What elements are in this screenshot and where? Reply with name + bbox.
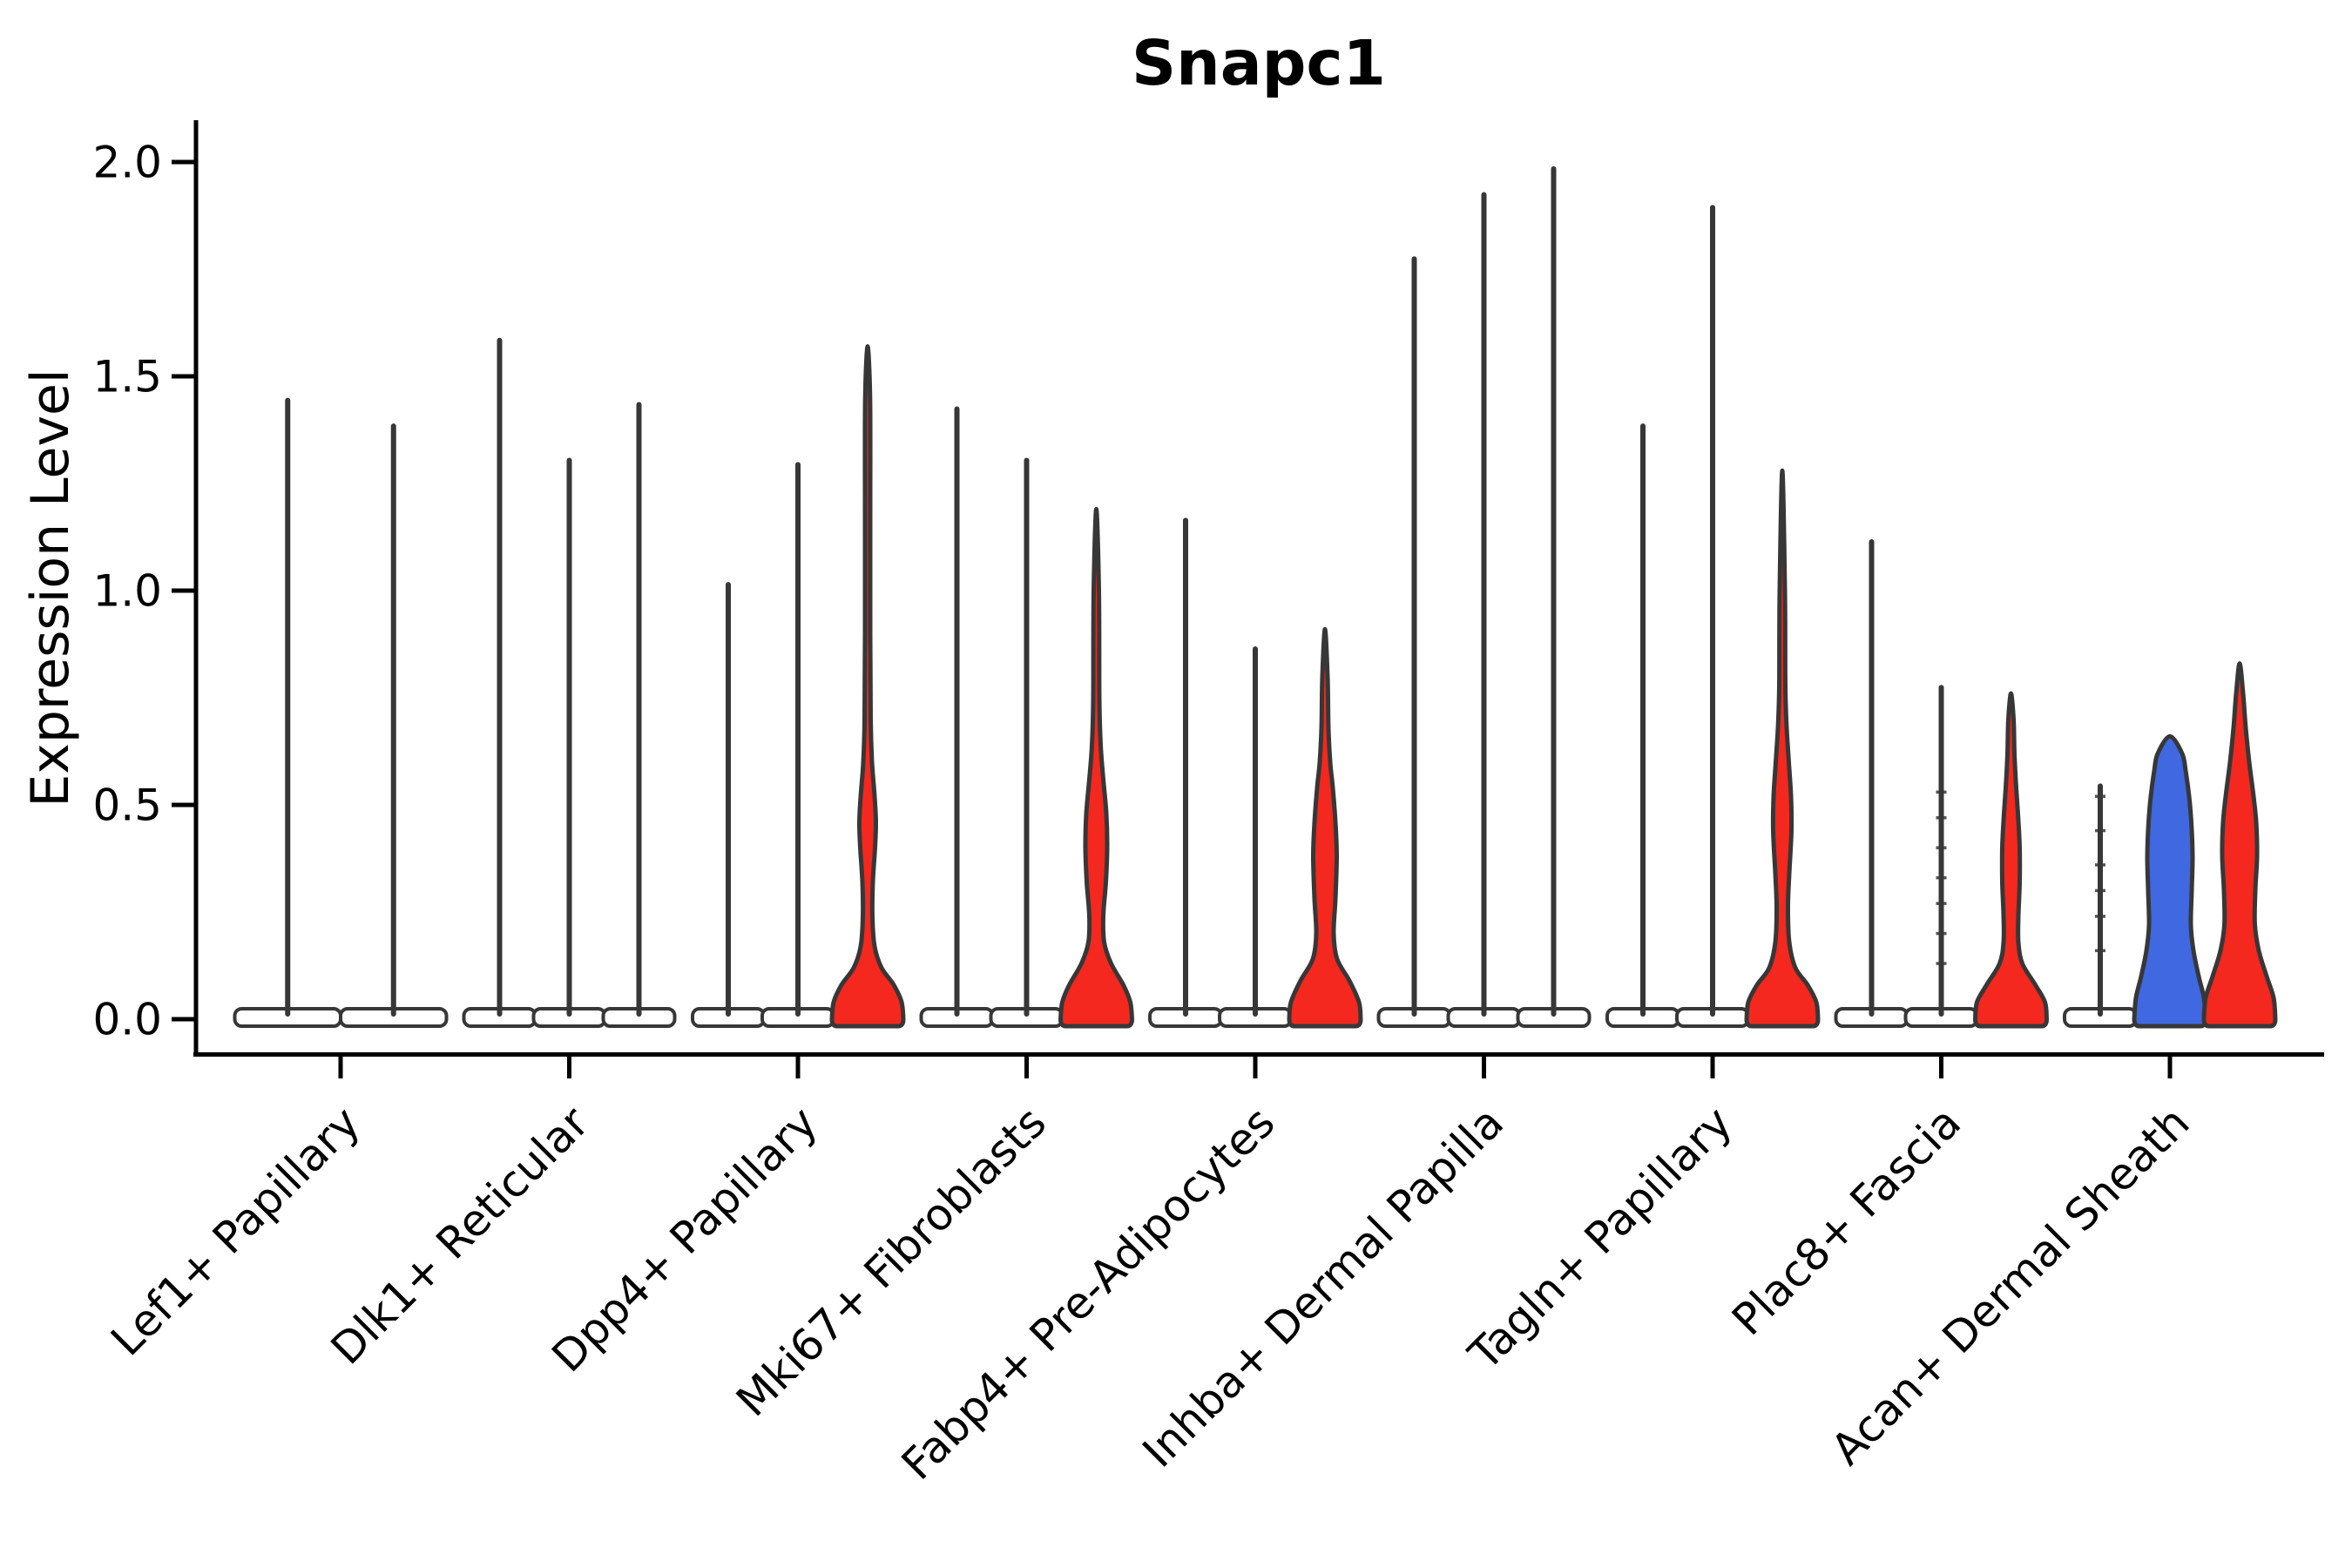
violin-2-2: [531, 457, 607, 1028]
violin-8-2: [1903, 685, 1979, 1028]
violin-4-3: [1058, 507, 1134, 1029]
violin-9-1: [2063, 783, 2138, 1028]
violin-3-2: [760, 462, 835, 1028]
y-axis: 2.0 1.5 1.0 0.5 0.0: [92, 138, 196, 1045]
violin-body-red: [829, 344, 906, 1029]
violin-8-3: [1973, 691, 2049, 1029]
y-tick-label: 2.0: [92, 138, 162, 188]
violin-body-red: [1744, 468, 1821, 1029]
violin-body-red: [1287, 626, 1363, 1029]
violin-5-3: [1287, 626, 1363, 1029]
violin-body-blue: [2132, 733, 2208, 1029]
violin-7-1: [1605, 423, 1680, 1028]
x-tick-label-8: Plac8+ Fascia: [1722, 1097, 1970, 1345]
chart-title: Snapc1: [1132, 27, 1386, 99]
violin-4-1: [919, 406, 995, 1028]
y-tick-label: 0.0: [92, 995, 162, 1045]
y-tick-label: 1.0: [92, 566, 162, 617]
violin-2-3: [601, 402, 677, 1028]
violin-5-2: [1218, 645, 1293, 1028]
violin-body-red: [1058, 507, 1134, 1029]
violin-6-2: [1446, 192, 1522, 1028]
violin-8-1: [1834, 538, 1909, 1028]
violin-body-red: [1973, 691, 2049, 1029]
violin-body-red: [2201, 661, 2278, 1029]
violins-layer: [233, 166, 2278, 1029]
x-tick-label-1: Lef1+ Papillary: [101, 1097, 369, 1365]
violin-9-3: [2201, 661, 2278, 1029]
violin-4-2: [989, 457, 1064, 1028]
y-axis-label: Expression Level: [20, 368, 81, 807]
violin-9-2: [2132, 733, 2208, 1029]
y-tick-label: 0.5: [92, 781, 162, 831]
violin-3-1: [691, 582, 766, 1028]
violin-1-2: [339, 423, 449, 1028]
violin-3-3: [829, 344, 906, 1029]
violin-6-1: [1376, 256, 1452, 1028]
violin-1-1: [233, 397, 342, 1028]
violin-5-1: [1148, 517, 1223, 1028]
x-tick-label-6: Inhba+ Dermal Papilla: [1133, 1097, 1513, 1477]
violin-7-3: [1744, 468, 1821, 1029]
x-tick-label-5: Fabp4+ Pre-Adipocytes: [892, 1097, 1285, 1490]
violin-7-2: [1675, 205, 1750, 1028]
violin-6-3: [1516, 166, 1592, 1028]
violin-2-1: [462, 337, 537, 1028]
y-tick-label: 1.5: [92, 352, 162, 402]
